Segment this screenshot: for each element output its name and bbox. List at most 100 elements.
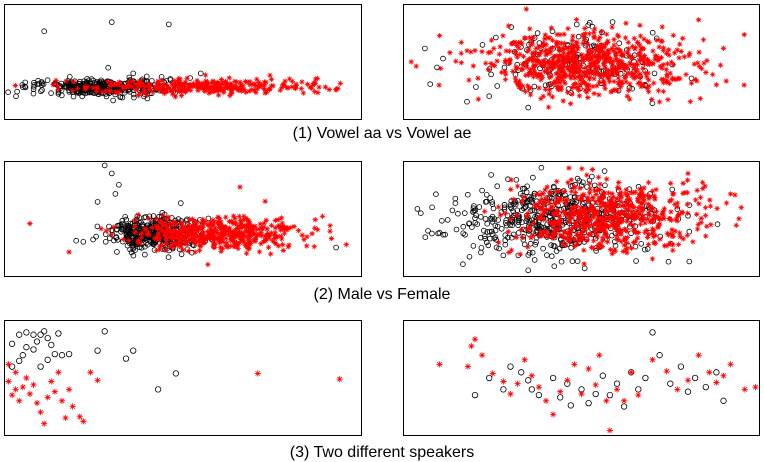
point-star	[664, 71, 670, 78]
point-star	[610, 194, 617, 200]
point-star	[464, 363, 472, 370]
point-star	[736, 216, 742, 222]
point-star	[55, 86, 61, 93]
point-circle	[528, 199, 535, 205]
point-star	[646, 39, 652, 46]
point-circle	[493, 244, 500, 251]
point-circle	[90, 77, 97, 84]
point-star	[138, 234, 145, 241]
point-star	[544, 51, 551, 57]
point-star	[611, 78, 617, 85]
point-star	[246, 229, 252, 235]
point-star	[252, 83, 259, 89]
point-star	[603, 66, 610, 73]
point-star	[485, 49, 492, 56]
point-star	[702, 183, 708, 189]
point-star	[597, 44, 603, 51]
point-circle	[669, 186, 676, 193]
point-star	[300, 90, 307, 96]
point-star	[595, 37, 602, 43]
point-star	[564, 89, 571, 96]
point-star	[696, 63, 703, 70]
point-star	[54, 82, 61, 89]
point-star	[312, 76, 319, 82]
point-star	[216, 83, 222, 89]
point-star	[133, 86, 139, 92]
point-star	[557, 31, 563, 38]
point-star	[601, 82, 607, 89]
point-star	[565, 25, 571, 32]
point-circle	[51, 350, 58, 358]
point-star	[610, 199, 616, 206]
point-star	[518, 226, 524, 233]
point-star	[33, 399, 41, 407]
point-star	[614, 236, 620, 242]
point-star	[604, 202, 610, 209]
point-star	[436, 361, 443, 368]
point-star	[251, 87, 258, 93]
point-circle	[90, 236, 96, 243]
point-circle	[129, 242, 136, 249]
point-star	[596, 49, 602, 55]
point-star	[523, 6, 529, 12]
point-star	[573, 80, 579, 87]
point-star	[282, 78, 288, 84]
point-star	[191, 218, 198, 225]
point-circle	[489, 213, 496, 220]
point-star	[210, 88, 217, 95]
point-star	[614, 67, 620, 74]
point-circle	[153, 216, 160, 223]
point-star	[529, 38, 535, 44]
point-star	[574, 44, 581, 51]
point-star	[596, 214, 602, 221]
point-star	[204, 221, 211, 228]
point-circle	[165, 254, 172, 260]
point-circle	[142, 251, 148, 258]
point-star	[604, 239, 611, 245]
point-star	[200, 235, 206, 242]
point-star	[206, 87, 212, 93]
point-star	[528, 42, 534, 48]
point-star	[700, 37, 707, 43]
point-star	[630, 239, 637, 246]
point-star	[691, 61, 697, 67]
point-star	[649, 356, 656, 363]
point-star	[710, 71, 716, 78]
point-star	[572, 49, 579, 56]
point-circle	[537, 65, 543, 72]
point-star	[590, 238, 597, 244]
point-circle	[44, 77, 51, 83]
point-star	[603, 397, 610, 404]
point-star	[587, 51, 593, 57]
chart-2-right-plot	[414, 164, 744, 274]
point-star	[569, 85, 575, 91]
point-star	[599, 238, 606, 244]
point-star	[537, 204, 544, 211]
point-star	[549, 37, 556, 43]
point-star	[288, 224, 294, 231]
point-star	[322, 84, 329, 90]
point-circle	[116, 181, 122, 188]
point-circle	[649, 100, 656, 107]
point-star	[244, 79, 250, 85]
point-star	[540, 191, 546, 197]
point-circle	[130, 91, 137, 98]
point-circle	[529, 249, 536, 256]
point-star	[699, 179, 706, 186]
point-star	[582, 227, 589, 233]
point-star	[243, 250, 250, 256]
point-star	[220, 239, 226, 245]
point-star	[741, 31, 747, 38]
point-star	[285, 85, 291, 91]
point-star	[139, 230, 145, 237]
point-star	[136, 78, 143, 84]
point-star	[601, 218, 607, 225]
point-star	[641, 198, 647, 204]
point-star	[299, 79, 305, 85]
point-star	[613, 386, 621, 393]
point-star	[615, 33, 622, 40]
point-star	[198, 230, 205, 237]
point-star	[655, 57, 661, 64]
point-circle	[143, 78, 149, 85]
point-star	[635, 235, 641, 241]
